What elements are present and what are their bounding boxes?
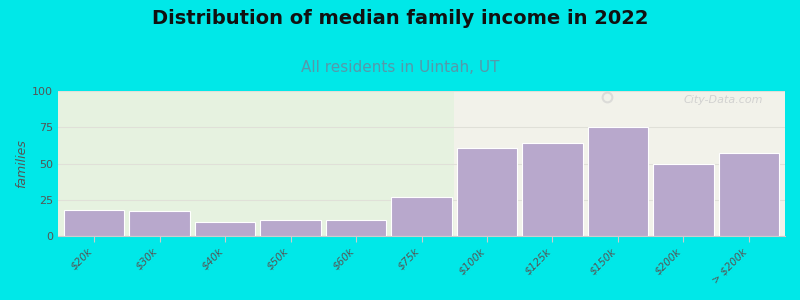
Text: All residents in Uintah, UT: All residents in Uintah, UT [301,60,499,75]
Text: Distribution of median family income in 2022: Distribution of median family income in … [152,9,648,28]
Bar [195,221,255,236]
Bar [457,148,517,236]
Bar [326,220,386,236]
Y-axis label: families: families [15,139,28,188]
Bar [58,91,454,236]
Bar [654,164,714,236]
Bar [64,210,124,236]
Bar [261,220,321,236]
Bar [588,127,648,236]
Text: City-Data.com: City-Data.com [684,95,763,105]
Bar [522,143,582,236]
Bar [130,212,190,236]
Bar [719,153,779,236]
Bar [391,197,452,236]
